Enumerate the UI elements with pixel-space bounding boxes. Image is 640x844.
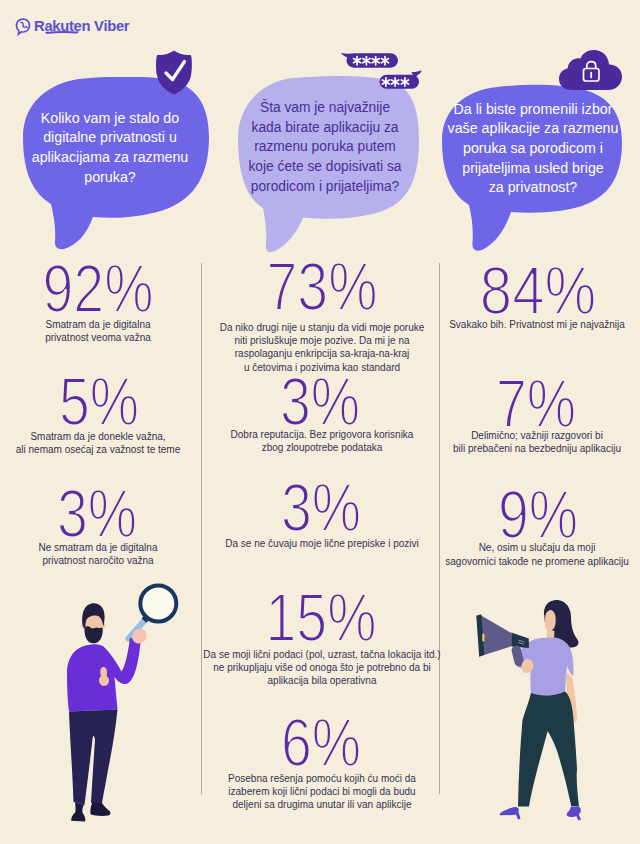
- svg-text:Rakuten Viber: Rakuten Viber: [34, 18, 130, 34]
